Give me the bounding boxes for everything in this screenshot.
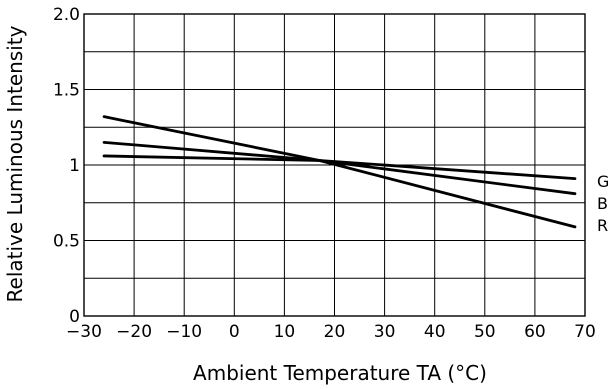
series-label-g: G [597,172,608,191]
series-label-b: B [597,194,608,213]
series-labels: GBR [597,172,608,235]
series-label-r: R [597,216,608,235]
y-tick-label: 2.0 [53,5,80,25]
series-line-g [102,154,577,180]
series-line-b [102,140,577,196]
x-tick-label: 40 [424,322,446,342]
y-tick-label: 1 [69,156,80,176]
series-line-r [102,115,577,229]
y-axis-ticks: 0 0.5 1 1.5 2.0 [53,5,80,327]
x-tick-label: 0 [229,322,240,342]
plot-frame [83,13,586,317]
x-axis-title: Ambient Temperature TA (°C) [193,361,487,385]
x-tick-label: 20 [324,322,346,342]
x-tick-label: 50 [474,322,496,342]
x-axis-ticks: −30 −20 −10 0 10 20 30 40 50 60 70 [66,322,596,342]
x-tick-label: 60 [524,322,546,342]
y-tick-label: 0 [69,307,80,327]
x-tick-label: −20 [116,322,152,342]
x-tick-label: −30 [66,322,102,342]
x-tick-label: 10 [274,322,296,342]
x-tick-label: 30 [374,322,396,342]
x-tick-label: −10 [166,322,202,342]
y-tick-label: 0.5 [53,232,80,252]
y-tick-label: 1.5 [53,81,80,101]
y-axis-title: Relative Luminous Intensity [3,25,27,302]
x-tick-label: 70 [574,322,596,342]
plot-lines [102,115,577,229]
